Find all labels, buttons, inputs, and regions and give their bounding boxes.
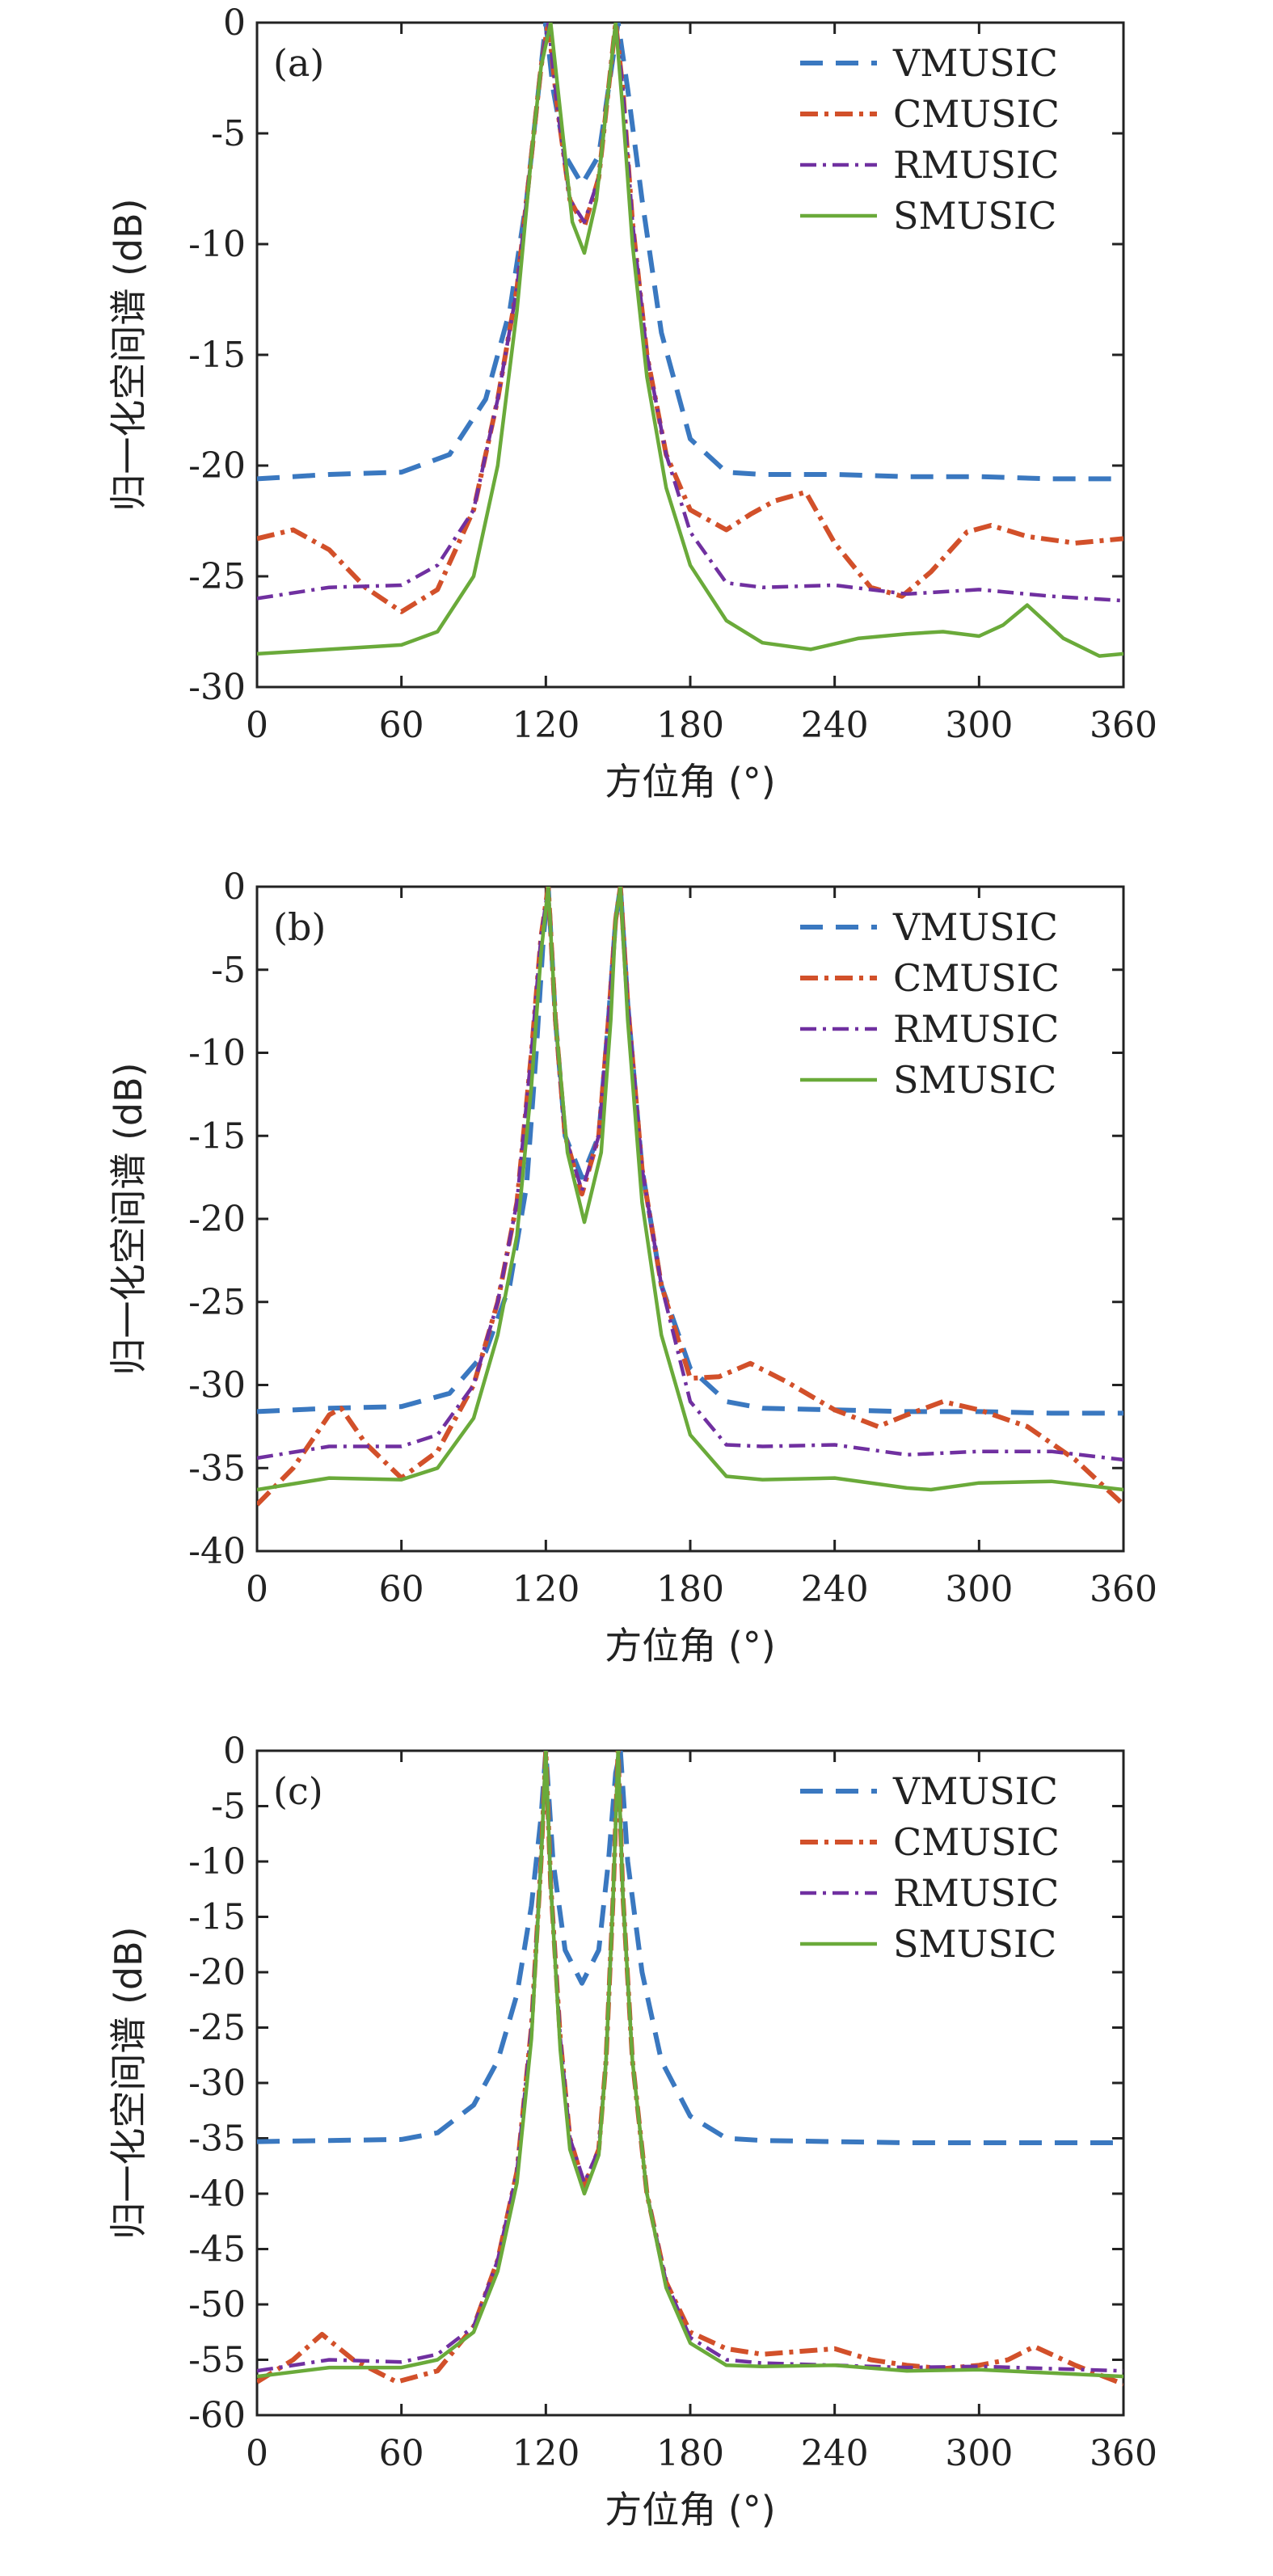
panel-c: 0 60 120 180 240 300 360 0 -5 -10 -15 -20 -25 -30 -35 -… — [107, 1731, 1157, 2532]
x-tick-label-b: 240 — [801, 1569, 869, 1610]
x-tick-label-b: 120 — [512, 1569, 580, 1610]
legend-label-smusic-a: SMUSIC — [893, 194, 1056, 238]
y-tick-label-a: -15 — [188, 335, 246, 376]
series-line-vmusic-a — [257, 23, 1123, 482]
x-tick-label-c: 360 — [1090, 2433, 1157, 2474]
y-tick-label-b: -20 — [188, 1199, 246, 1240]
y-tick-label-b: 0 — [223, 866, 246, 908]
y-tick-label-c: -10 — [188, 1841, 246, 1882]
x-tick-label-b: 0 — [246, 1569, 268, 1610]
legend-label-cmusic-a: CMUSIC — [893, 92, 1060, 136]
y-tick-label-c: -40 — [188, 2173, 246, 2215]
x-tick-label-b: 300 — [945, 1569, 1013, 1610]
y-tick-label-a: -10 — [188, 224, 246, 265]
y-tick-label-c: -50 — [188, 2284, 246, 2325]
y-tick-label-c: -30 — [188, 2063, 246, 2104]
y-tick-label-c: -15 — [188, 1897, 246, 1938]
x-tick-label-a: 180 — [656, 705, 724, 746]
y-tick-label-c: 0 — [223, 1731, 246, 1772]
x-tick-label-a: 0 — [246, 705, 268, 746]
series-line-vmusic-c — [257, 1751, 1123, 2145]
y-tick-label-a: -30 — [188, 667, 246, 708]
legend-label-cmusic-c: CMUSIC — [893, 1820, 1060, 1864]
x-tick-label-b: 360 — [1090, 1569, 1157, 1610]
x-axis-title-a: 方位角 (°) — [605, 760, 776, 803]
x-tick-label-a: 300 — [945, 705, 1013, 746]
legend-label-smusic-c: SMUSIC — [893, 1922, 1056, 1966]
y-axis-title-a: 归一化空间谱 (dB) — [107, 198, 150, 511]
y-tick-label-b: -30 — [188, 1365, 246, 1406]
y-tick-label-b: -35 — [188, 1448, 246, 1489]
y-tick-label-c: -45 — [188, 2229, 246, 2270]
y-tick-label-b: -10 — [188, 1033, 246, 1074]
panel-label-a: (a) — [273, 41, 324, 85]
legend-label-vmusic-c: VMUSIC — [892, 1769, 1058, 1813]
x-tick-label-c: 0 — [246, 2433, 268, 2474]
x-tick-label-c: 120 — [512, 2433, 580, 2474]
legend-label-rmusic-c: RMUSIC — [893, 1871, 1059, 1915]
x-tick-label-c: 240 — [801, 2433, 869, 2474]
x-tick-label-a: 240 — [801, 705, 869, 746]
y-tick-label-b: -40 — [188, 1531, 246, 1572]
y-tick-label-c: -20 — [188, 1952, 246, 1993]
x-tick-label-c: 60 — [379, 2433, 424, 2474]
x-tick-label-b: 180 — [656, 1569, 724, 1610]
x-tick-label-c: 180 — [656, 2433, 724, 2474]
legend-label-smusic-b: SMUSIC — [893, 1058, 1056, 1102]
x-tick-label-b: 60 — [379, 1569, 424, 1610]
panel-label-b: (b) — [273, 905, 326, 949]
y-tick-label-c: -25 — [188, 2008, 246, 2049]
legend-label-rmusic-a: RMUSIC — [893, 143, 1059, 187]
y-tick-label-c: -5 — [211, 1786, 246, 1828]
panel-label-c: (c) — [273, 1769, 323, 1813]
y-tick-label-a: -5 — [211, 113, 246, 154]
y-tick-label-a: -25 — [188, 556, 246, 597]
x-tick-label-a: 120 — [512, 705, 580, 746]
series-line-smusic-a — [257, 23, 1123, 658]
y-tick-label-b: -25 — [188, 1282, 246, 1323]
y-tick-label-a: -20 — [188, 445, 246, 487]
y-tick-label-b: -5 — [211, 950, 246, 991]
panel-a: 0 60 120 180 240 300 360 0 -5 -10 -15 -20 -25 -30 VMUS… — [107, 2, 1157, 803]
y-tick-label-c: -35 — [188, 2119, 246, 2160]
y-tick-label-b: -15 — [188, 1115, 246, 1157]
x-tick-label-a: 60 — [379, 705, 424, 746]
x-tick-label-a: 360 — [1090, 705, 1157, 746]
y-tick-label-c: -60 — [188, 2395, 246, 2436]
legend-label-cmusic-b: CMUSIC — [893, 956, 1060, 1000]
x-axis-title-c: 方位角 (°) — [605, 2488, 776, 2532]
series-line-smusic-c — [257, 1751, 1123, 2379]
y-tick-label-a: 0 — [223, 2, 246, 44]
y-axis-title-b: 归一化空间谱 (dB) — [107, 1062, 150, 1375]
x-axis-title-b: 方位角 (°) — [605, 1624, 776, 1667]
y-tick-label-c: -55 — [188, 2340, 246, 2381]
x-tick-label-c: 300 — [945, 2433, 1013, 2474]
legend-label-vmusic-b: VMUSIC — [892, 905, 1058, 949]
legend-label-vmusic-a: VMUSIC — [892, 41, 1058, 85]
legend-label-rmusic-b: RMUSIC — [893, 1007, 1059, 1051]
panel-b: 0 60 120 180 240 300 360 0 -5 -10 -15 -20 -25 -30 -35 -… — [107, 866, 1157, 1667]
series-line-smusic-b — [257, 887, 1123, 1492]
y-axis-title-c: 归一化空间谱 (dB) — [107, 1926, 150, 2239]
series-line-rmusic-b — [257, 887, 1123, 1462]
